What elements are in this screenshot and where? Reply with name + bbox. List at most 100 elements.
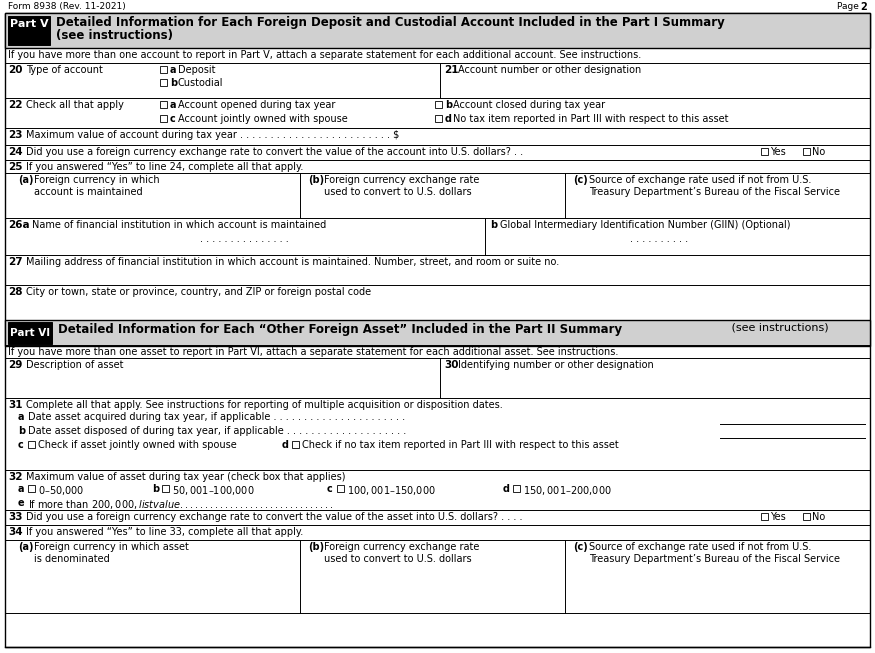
Text: Date asset acquired during tax year, if applicable . . . . . . . . . . . . . . .: Date asset acquired during tax year, if … — [28, 412, 405, 422]
Bar — [160, 66, 167, 73]
Text: No: No — [812, 512, 825, 522]
Text: Treasury Department’s Bureau of the Fiscal Service: Treasury Department’s Bureau of the Fisc… — [589, 554, 840, 564]
Bar — [761, 513, 768, 520]
Bar — [5, 13, 870, 48]
Bar — [435, 115, 442, 122]
Text: Foreign currency exchange rate: Foreign currency exchange rate — [324, 542, 480, 552]
Text: account is maintained: account is maintained — [34, 187, 143, 197]
Text: Account opened during tax year: Account opened during tax year — [178, 100, 335, 110]
Text: 33: 33 — [8, 512, 23, 522]
Text: Part VI: Part VI — [10, 328, 50, 338]
Text: Yes: Yes — [770, 512, 786, 522]
Text: 28: 28 — [8, 287, 23, 297]
Text: (see instructions): (see instructions) — [728, 323, 829, 333]
Text: If you have more than one asset to report in Part VI, attach a separate statemen: If you have more than one asset to repor… — [8, 347, 619, 357]
Text: b: b — [170, 78, 177, 88]
Text: 31: 31 — [8, 400, 23, 410]
Text: 32: 32 — [8, 472, 23, 482]
Text: Account closed during tax year: Account closed during tax year — [453, 100, 606, 110]
Bar — [513, 485, 520, 492]
Text: Check if asset jointly owned with spouse: Check if asset jointly owned with spouse — [38, 440, 237, 450]
Text: Foreign currency exchange rate: Foreign currency exchange rate — [324, 175, 480, 185]
Text: $100,001–$150,000: $100,001–$150,000 — [347, 484, 436, 497]
Text: . . . . . . . . . . . . . . .: . . . . . . . . . . . . . . . — [200, 234, 289, 244]
Text: b: b — [152, 484, 159, 494]
Bar — [160, 79, 167, 86]
Bar — [803, 513, 810, 520]
Text: Account number or other designation: Account number or other designation — [458, 65, 641, 75]
Bar — [160, 101, 167, 108]
Bar — [337, 485, 344, 492]
Text: (b): (b) — [308, 175, 324, 185]
Bar — [292, 441, 299, 448]
Text: c: c — [170, 114, 176, 124]
Text: (b): (b) — [308, 542, 324, 552]
Text: c: c — [18, 440, 24, 450]
Text: 34: 34 — [8, 527, 23, 537]
Text: Source of exchange rate used if not from U.S.: Source of exchange rate used if not from… — [589, 175, 811, 185]
Text: Treasury Department’s Bureau of the Fiscal Service: Treasury Department’s Bureau of the Fisc… — [589, 187, 840, 197]
Text: $50,001–$100,000: $50,001–$100,000 — [172, 484, 255, 497]
Text: If you have more than one account to report in Part V, attach a separate stateme: If you have more than one account to rep… — [8, 50, 641, 60]
Text: a: a — [18, 484, 24, 494]
Text: 23: 23 — [8, 130, 23, 140]
Text: a: a — [170, 100, 177, 110]
Text: If you answered “Yes” to line 24, complete all that apply.: If you answered “Yes” to line 24, comple… — [26, 162, 304, 172]
Text: e: e — [18, 498, 24, 508]
Text: Type of account: Type of account — [26, 65, 103, 75]
Text: Custodial: Custodial — [178, 78, 223, 88]
Text: b: b — [445, 100, 452, 110]
Bar — [160, 115, 167, 122]
Text: d: d — [503, 484, 510, 494]
Text: d: d — [282, 440, 289, 450]
Text: No: No — [812, 147, 825, 157]
Text: b: b — [18, 426, 25, 436]
Text: Part V: Part V — [10, 19, 48, 29]
Text: Detailed Information for Each Foreign Deposit and Custodial Account Included in : Detailed Information for Each Foreign De… — [56, 16, 724, 29]
Text: Name of financial institution in which account is maintained: Name of financial institution in which a… — [32, 220, 326, 230]
Text: a: a — [18, 412, 24, 422]
Text: Yes: Yes — [770, 147, 786, 157]
Text: Page: Page — [837, 2, 862, 11]
Text: Date asset disposed of during tax year, if applicable . . . . . . . . . . . . . : Date asset disposed of during tax year, … — [28, 426, 406, 436]
Text: Form 8938 (Rev. 11-2021): Form 8938 (Rev. 11-2021) — [8, 2, 126, 11]
Bar — [803, 148, 810, 155]
Bar — [28, 485, 35, 492]
Text: 20: 20 — [8, 65, 23, 75]
Text: Mailing address of financial institution in which account is maintained. Number,: Mailing address of financial institution… — [26, 257, 559, 267]
Text: Foreign currency in which: Foreign currency in which — [34, 175, 159, 185]
Text: Did you use a foreign currency exchange rate to convert the value of the asset i: Did you use a foreign currency exchange … — [26, 512, 522, 522]
Text: Check all that apply: Check all that apply — [26, 100, 124, 110]
Bar — [761, 148, 768, 155]
Text: . . . . . . . . . .: . . . . . . . . . . — [630, 234, 688, 244]
Text: City or town, state or province, country, and ZIP or foreign postal code: City or town, state or province, country… — [26, 287, 371, 297]
Text: Maximum value of asset during tax year (check box that applies): Maximum value of asset during tax year (… — [26, 472, 346, 482]
Text: 25: 25 — [8, 162, 23, 172]
Text: (c): (c) — [573, 542, 588, 552]
Bar — [162, 485, 169, 492]
Text: used to convert to U.S. dollars: used to convert to U.S. dollars — [324, 554, 472, 564]
Text: 26a: 26a — [8, 220, 30, 230]
Bar — [435, 101, 442, 108]
Text: If more than $200,000, list value . . . . . . . . . . . . . . . . . . . . . . . : If more than $200,000, list value . . . … — [28, 498, 333, 511]
Text: d: d — [445, 114, 452, 124]
Text: a: a — [170, 65, 177, 75]
Text: 21: 21 — [444, 65, 458, 75]
Text: If you answered “Yes” to line 33, complete all that apply.: If you answered “Yes” to line 33, comple… — [26, 527, 304, 537]
Bar — [8, 322, 52, 344]
Text: Global Intermediary Identification Number (GIIN) (Optional): Global Intermediary Identification Numbe… — [500, 220, 790, 230]
Text: Deposit: Deposit — [178, 65, 215, 75]
Text: used to convert to U.S. dollars: used to convert to U.S. dollars — [324, 187, 472, 197]
Text: b: b — [490, 220, 497, 230]
Text: Did you use a foreign currency exchange rate to convert the value of the account: Did you use a foreign currency exchange … — [26, 147, 523, 157]
Text: 30: 30 — [444, 360, 458, 370]
Text: Complete all that apply. See instructions for reporting of multiple acquisition : Complete all that apply. See instruction… — [26, 400, 503, 410]
Text: 27: 27 — [8, 257, 23, 267]
Text: (a): (a) — [18, 542, 33, 552]
Text: 2: 2 — [860, 2, 867, 12]
Text: Foreign currency in which asset: Foreign currency in which asset — [34, 542, 189, 552]
Bar — [28, 441, 35, 448]
Bar — [8, 16, 50, 45]
Text: Source of exchange rate used if not from U.S.: Source of exchange rate used if not from… — [589, 542, 811, 552]
Text: $150,001–$200,000: $150,001–$200,000 — [523, 484, 612, 497]
